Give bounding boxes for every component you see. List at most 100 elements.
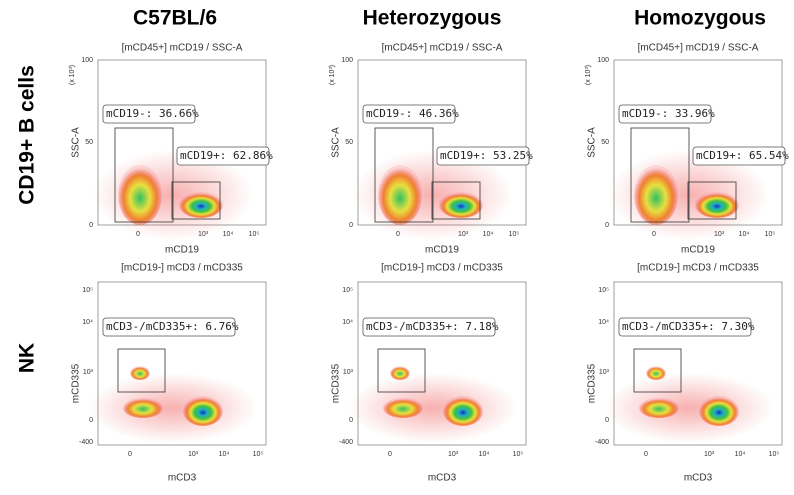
y-tick-label: 10³ [83, 369, 94, 376]
x-axis-label: mCD3 [428, 473, 457, 484]
y-tick-label: 50 [345, 139, 353, 146]
gate-label: mCD19+: 53.25% [440, 149, 533, 162]
gate-label-box [102, 317, 236, 337]
x-tick-label: 10³ [704, 451, 715, 458]
gate-label-box [692, 146, 786, 166]
plot-title: [mCD19-] mCD3 / mCD335 [637, 263, 759, 274]
gate-label: mCD19-: 33.96% [622, 107, 715, 120]
column-title: C57BL/6 [133, 7, 217, 30]
x-tick-label: 10⁴ [223, 231, 234, 238]
gate [171, 181, 221, 220]
y-tick-label: 0 [605, 417, 609, 424]
population [130, 366, 150, 380]
gate-label-box [176, 146, 270, 166]
gate-label-box [618, 104, 712, 124]
x-tick-label: 10⁵ [249, 231, 260, 238]
gate [374, 127, 434, 223]
axis-unit: (x 10³) [585, 65, 592, 85]
population [634, 165, 678, 225]
gate-label-box [436, 146, 530, 166]
y-tick-label: 10⁵ [598, 287, 609, 294]
population [118, 165, 162, 225]
x-tick-label: 10⁴ [219, 451, 230, 458]
plot-title: [mCD45+] mCD19 / SSC-A [122, 43, 243, 54]
x-tick-label: 10⁴ [479, 451, 490, 458]
x-axis-label: mCD19 [165, 245, 199, 256]
plot-title: [mCD19-] mCD3 / mCD335 [381, 263, 503, 274]
y-tick-label: 10⁵ [342, 287, 353, 294]
population [390, 366, 410, 380]
plot-title: [mCD45+] mCD19 / SSC-A [382, 43, 503, 54]
population [439, 192, 483, 218]
population [123, 398, 163, 418]
gate-label-box [102, 104, 196, 124]
y-tick-label: 10³ [343, 369, 354, 376]
gate-label-box [618, 317, 752, 337]
gate [633, 348, 682, 393]
x-axis-label: mCD19 [681, 245, 715, 256]
y-axis-label: SSC-A [71, 127, 82, 158]
x-tick-label: 0 [128, 451, 132, 458]
x-tick-label: 10⁵ [769, 451, 780, 458]
y-axis-label: mCD335 [587, 363, 598, 403]
y-tick-label: 10³ [599, 369, 610, 376]
gate [687, 181, 737, 220]
row-title: CD19+ B cells [16, 65, 39, 205]
gate-label: mCD19+: 65.54% [696, 149, 789, 162]
x-tick-label: 10⁵ [253, 451, 264, 458]
y-tick-label: -400 [595, 439, 609, 446]
population [383, 398, 423, 418]
x-tick-label: 10⁵ [509, 231, 520, 238]
population [443, 396, 483, 426]
gate-label: mCD19-: 46.36% [366, 107, 459, 120]
y-tick-label: 0 [89, 417, 93, 424]
x-axis-label: mCD19 [425, 245, 459, 256]
population [179, 192, 223, 218]
x-tick-label: 0 [388, 451, 392, 458]
column-title: Homozygous [634, 7, 766, 30]
x-tick-label: 10⁵ [513, 451, 524, 458]
gate-label-box [362, 317, 496, 337]
y-tick-label: -400 [339, 439, 353, 446]
x-tick-label: 10³ [188, 451, 199, 458]
axis-unit: (x 10³) [69, 65, 76, 85]
scatter-haze [88, 373, 258, 443]
y-tick-label: 10⁴ [82, 319, 93, 326]
y-tick-label: 0 [89, 222, 93, 229]
gate [377, 348, 426, 393]
population [183, 396, 223, 426]
gate-label: mCD3-/mCD335+: 6.76% [106, 320, 239, 333]
x-tick-label: 0 [644, 451, 648, 458]
y-tick-label: 100 [597, 57, 609, 64]
scatter-haze [604, 373, 774, 443]
population [699, 396, 739, 426]
x-tick-label: 10⁴ [483, 231, 494, 238]
scatter-haze [348, 373, 518, 443]
y-tick-label: 10⁵ [82, 287, 93, 294]
y-tick-label: 0 [349, 417, 353, 424]
y-tick-label: 0 [349, 222, 353, 229]
y-axis-label: SSC-A [587, 127, 598, 158]
x-axis-label: mCD3 [684, 473, 713, 484]
y-axis-label: mCD335 [331, 363, 342, 403]
axis-unit: (x 10³) [329, 65, 336, 85]
gate [117, 348, 166, 393]
gate [431, 181, 481, 220]
column-title: Heterozygous [363, 7, 502, 30]
row-title: NK [16, 343, 39, 373]
plot-title: [mCD19-] mCD3 / mCD335 [121, 263, 243, 274]
y-axis-label: mCD335 [71, 363, 82, 403]
y-tick-label: 10⁴ [598, 319, 609, 326]
y-axis-label: SSC-A [331, 127, 342, 158]
gate-label: mCD3-/mCD335+: 7.18% [366, 320, 499, 333]
population [378, 165, 422, 225]
y-tick-label: 0 [605, 222, 609, 229]
y-tick-label: 10⁴ [342, 319, 353, 326]
gate-label: mCD19-: 36.66% [106, 107, 199, 120]
x-tick-label: 10⁴ [735, 451, 746, 458]
y-tick-label: 100 [341, 57, 353, 64]
y-tick-label: 100 [81, 57, 93, 64]
gate-label: mCD3-/mCD335+: 7.30% [622, 320, 755, 333]
x-tick-label: 10⁴ [739, 231, 750, 238]
gate-label-box [362, 104, 456, 124]
